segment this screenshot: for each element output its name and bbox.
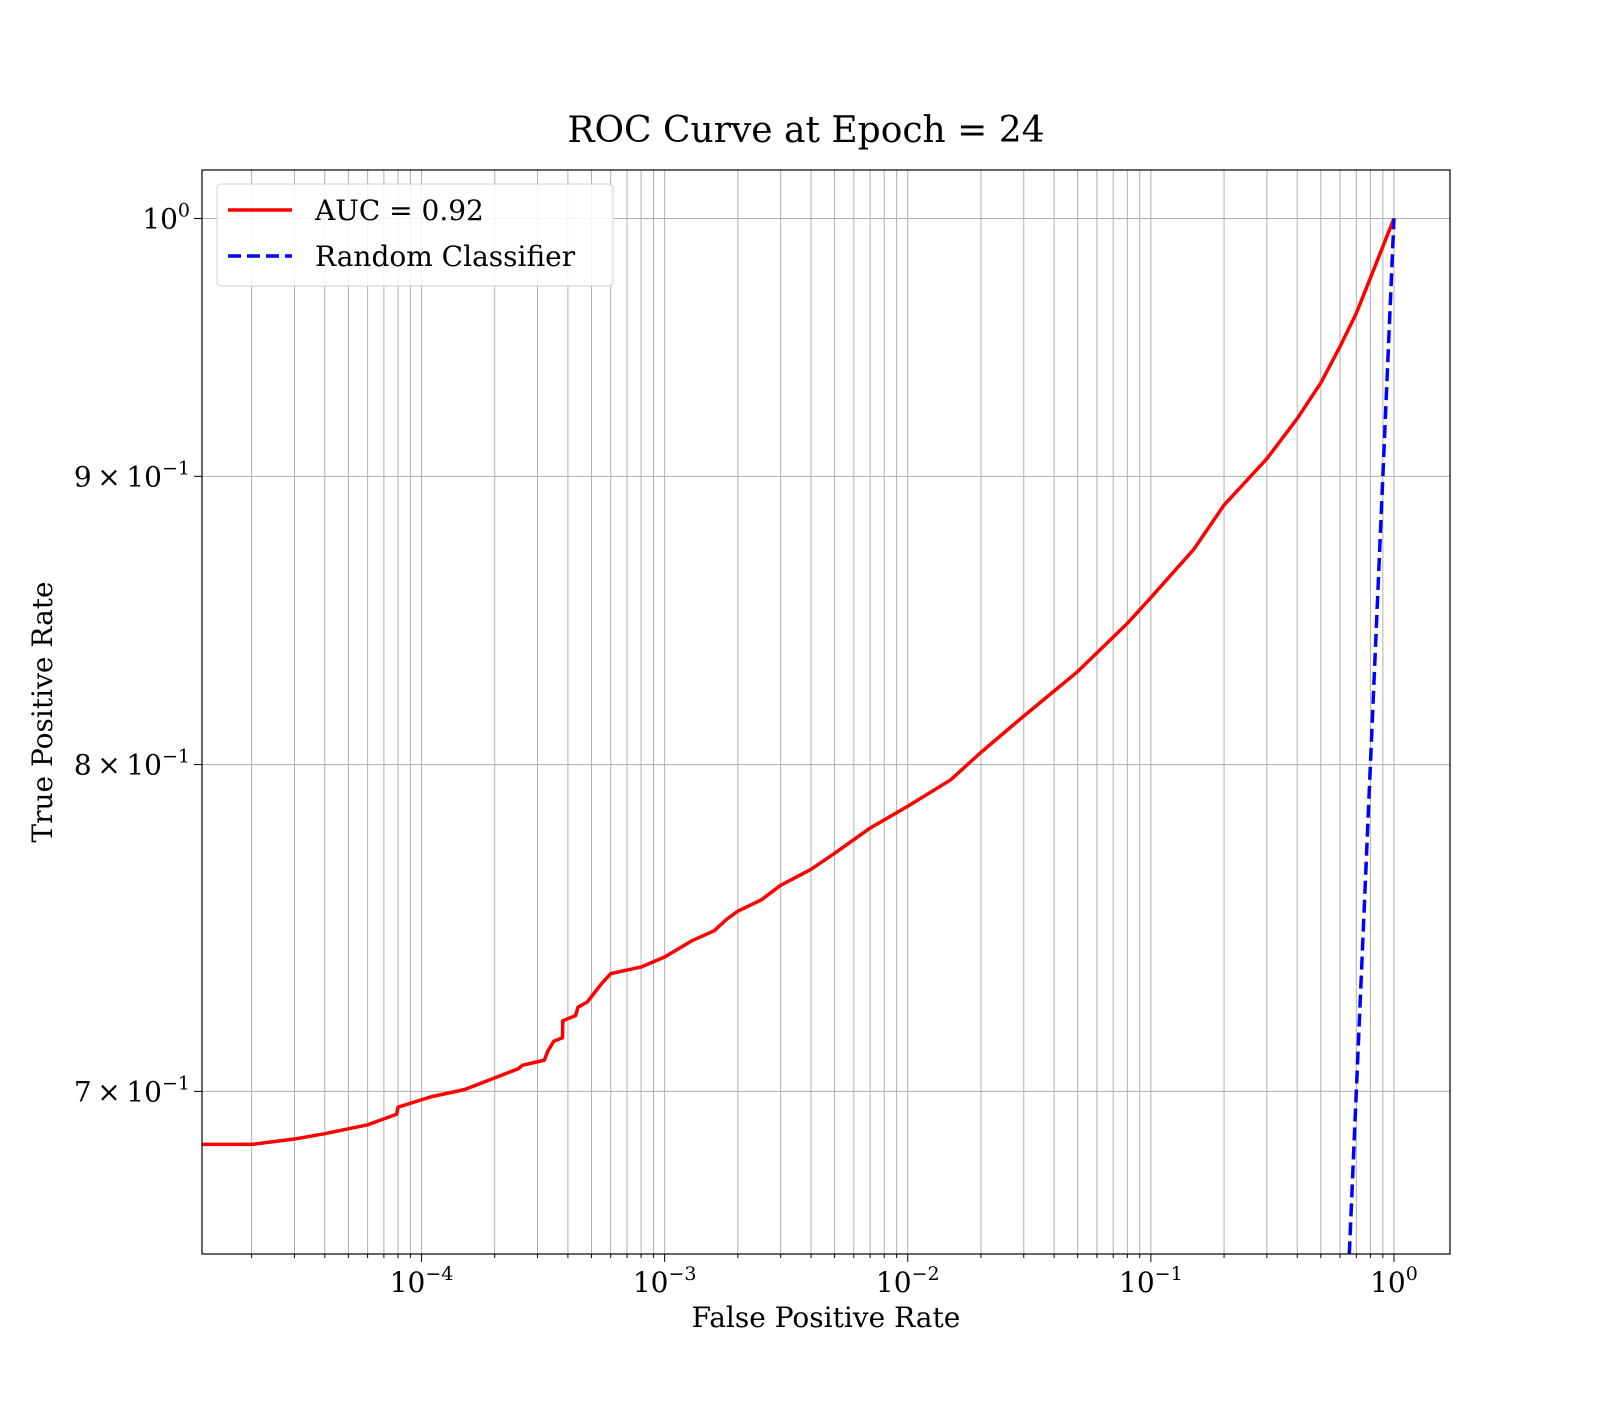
tick-marks	[194, 217, 1395, 1262]
x-tick-label: 10−4	[390, 1263, 454, 1299]
grid	[202, 170, 1450, 1254]
y-tick-label: 100	[142, 199, 190, 235]
series-layer	[202, 217, 1396, 1254]
legend-label-random: Random Classifier	[315, 240, 576, 273]
legend-box	[216, 183, 614, 287]
x-tick-label: 10−1	[1119, 1263, 1183, 1299]
x-tick-label: 100	[1370, 1263, 1418, 1299]
x-axis-label: False Positive Rate	[692, 1301, 961, 1334]
legend: AUC = 0.92 Random Classifier	[216, 183, 614, 287]
series-line-1	[1347, 218, 1396, 1254]
plot-frame	[201, 169, 1451, 1255]
chart-title: ROC Curve at Epoch = 24	[567, 110, 1044, 151]
y-tick-label: 8 × 10−1	[74, 746, 190, 782]
series-line-0	[202, 217, 1396, 1147]
y-tick-label: 9 × 10−1	[74, 457, 190, 493]
tick-labels: 10−4 10−3 10−2 10−1 100 100 9 × 10−1 8 × 10−1 7 …	[74, 199, 1418, 1299]
x-tick-label: 10−2	[876, 1263, 940, 1299]
y-tick-label: 7 × 10−1	[74, 1072, 190, 1108]
y-axis-label: True Positive Rate	[26, 581, 59, 842]
legend-label-auc: AUC = 0.92	[314, 194, 484, 227]
x-tick-label: 10−3	[633, 1263, 697, 1299]
